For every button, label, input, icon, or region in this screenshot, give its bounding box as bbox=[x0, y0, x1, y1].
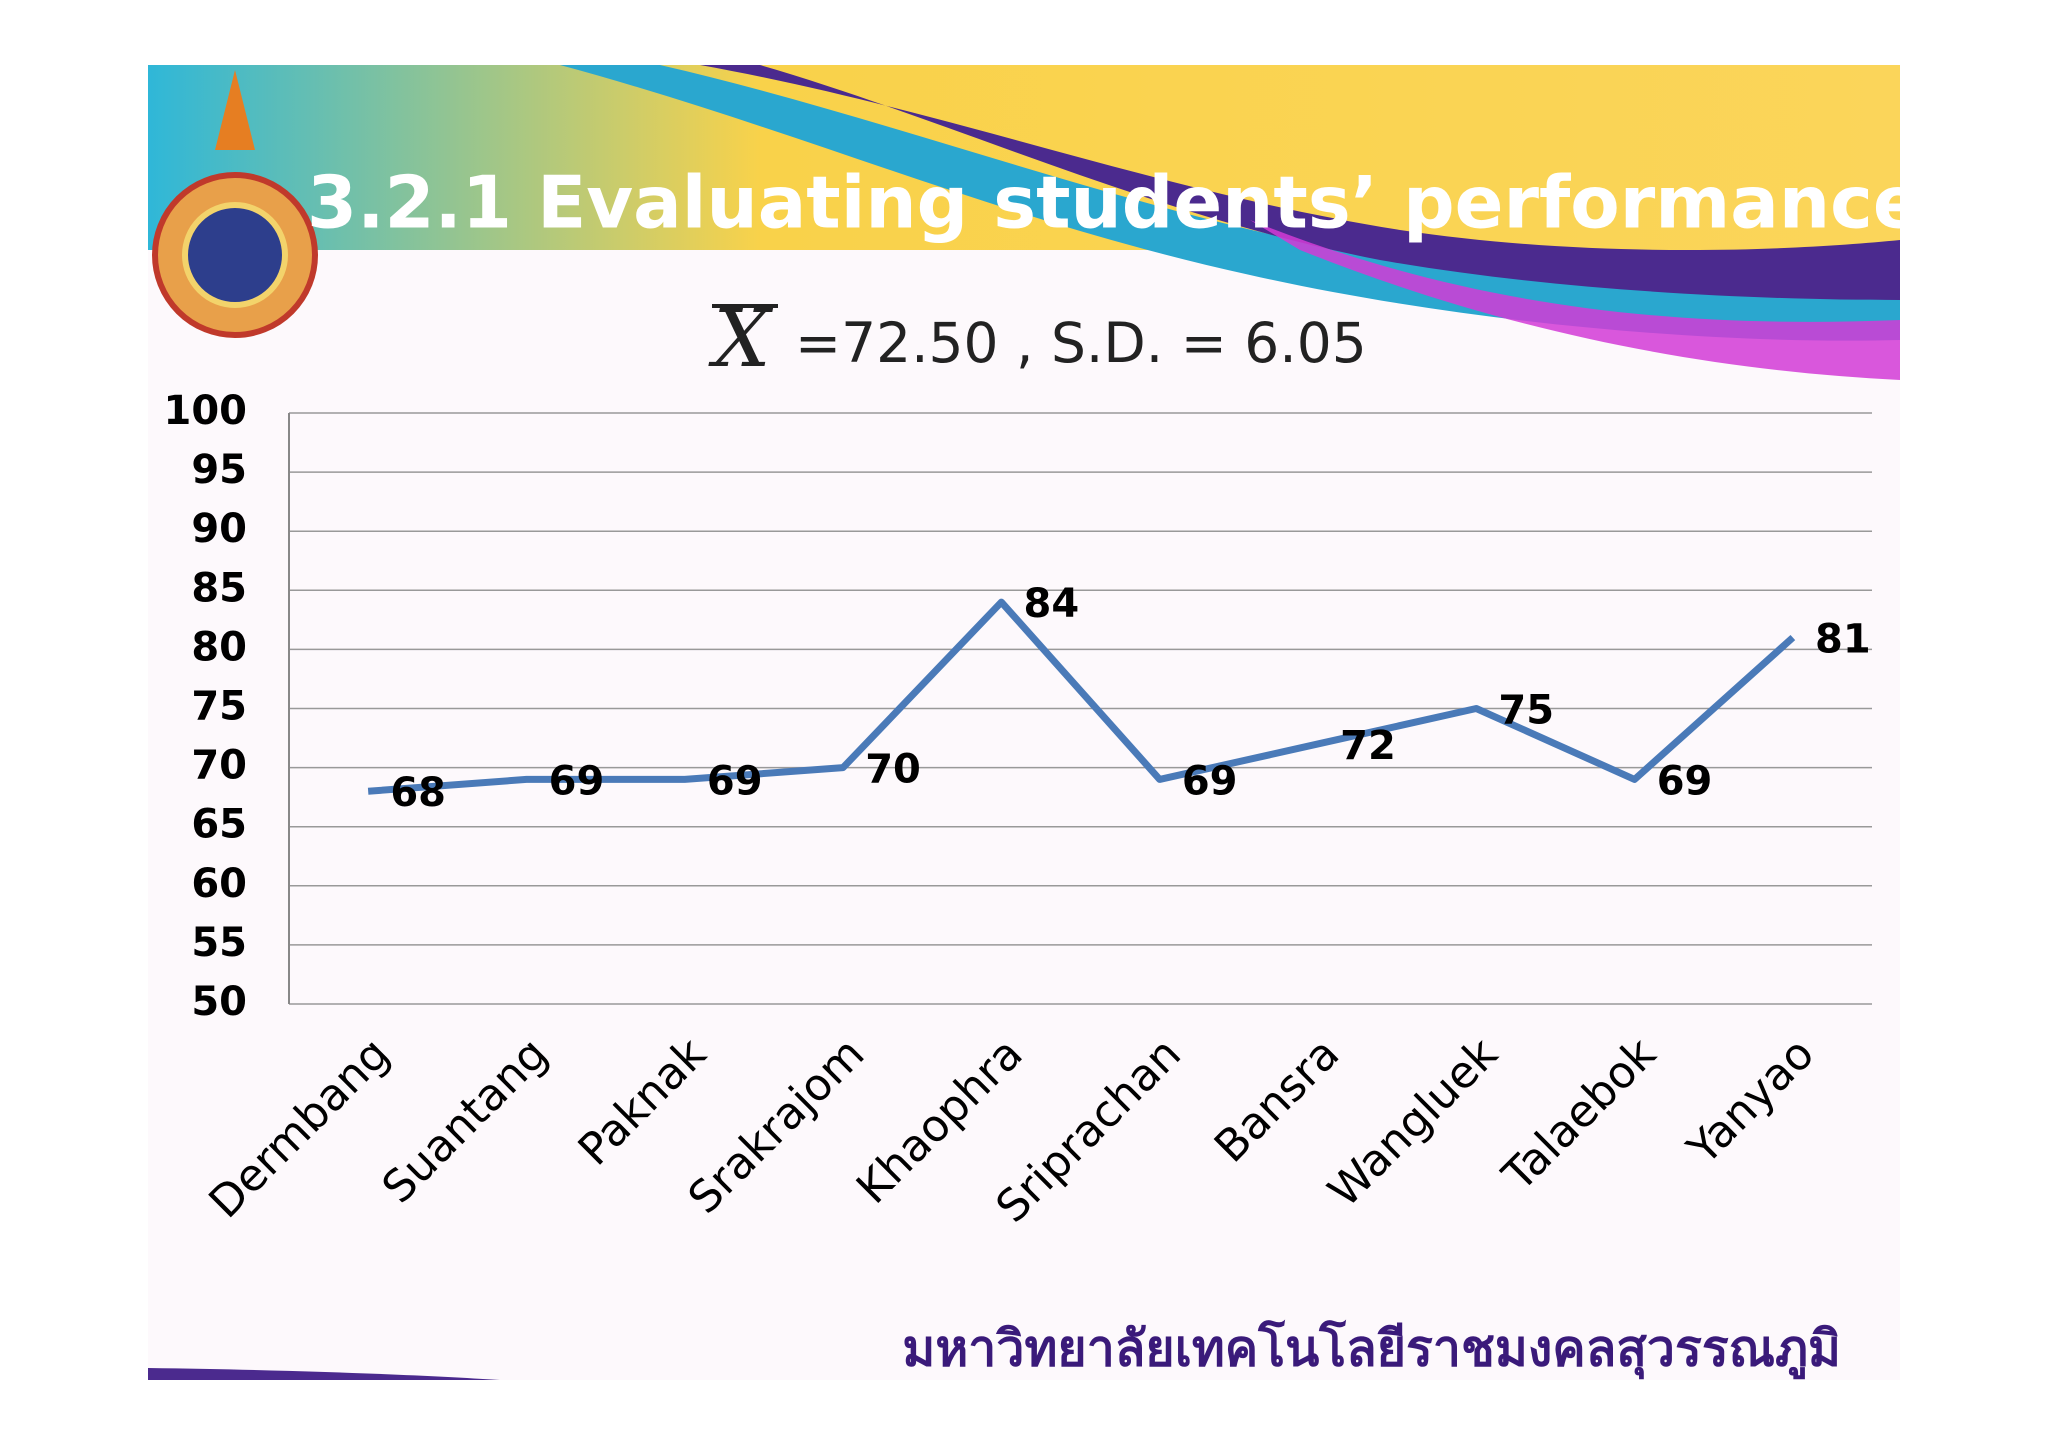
y-tick-label: 60 bbox=[191, 861, 247, 907]
banner bbox=[148, 65, 1900, 250]
data-line bbox=[367, 598, 1796, 795]
y-tick-label: 55 bbox=[191, 920, 247, 966]
data-label: 68 bbox=[390, 770, 446, 816]
data-label: 81 bbox=[1815, 617, 1871, 663]
y-tick-label: 90 bbox=[191, 506, 247, 552]
y-tick-label: 65 bbox=[191, 802, 247, 848]
data-label: 69 bbox=[549, 758, 605, 804]
y-tick-label: 85 bbox=[191, 565, 247, 611]
data-label: 69 bbox=[1182, 758, 1238, 804]
y-tick-label: 100 bbox=[164, 388, 248, 434]
data-label: 70 bbox=[865, 747, 921, 793]
data-label: 69 bbox=[707, 758, 763, 804]
logo bbox=[152, 70, 318, 338]
y-tick-label: 50 bbox=[191, 979, 247, 1025]
swoosh-purple bbox=[700, 65, 1900, 300]
slide-title: 3.2.1 Evaluating students’ performance bbox=[307, 161, 1922, 245]
data-label: 75 bbox=[1498, 688, 1554, 734]
y-tick-label: 70 bbox=[191, 743, 247, 789]
y-tick-label: 75 bbox=[191, 684, 247, 730]
swoosh-magenta bbox=[1250, 220, 1900, 380]
data-label: 69 bbox=[1657, 758, 1713, 804]
subtitle: =72.50 , S.D. = 6.05 bbox=[795, 311, 1367, 375]
y-tick-label: 95 bbox=[191, 447, 247, 493]
y-tick-label: 80 bbox=[191, 624, 247, 670]
footer-swoosh bbox=[148, 1368, 500, 1380]
swoosh-blue bbox=[560, 65, 1900, 341]
data-label: 72 bbox=[1340, 723, 1396, 769]
data-label: 84 bbox=[1024, 581, 1080, 627]
footer-text: มหาวิทยาลัยเทคโนโลยีราชมงคลสุวรรณภูมิ bbox=[902, 1319, 1841, 1380]
